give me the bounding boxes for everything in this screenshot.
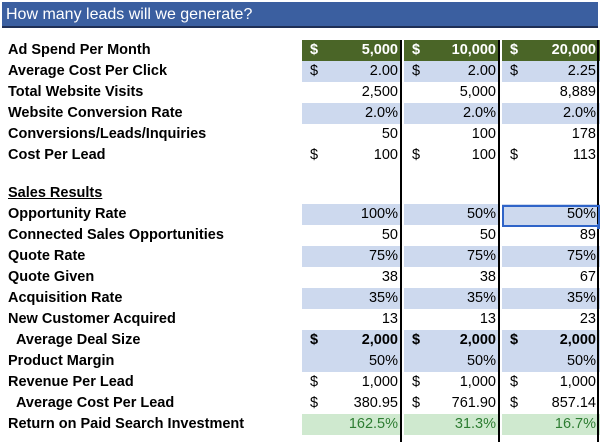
row-roi[interactable]: Return on Paid Search Investment 162.5% … bbox=[2, 414, 600, 435]
cell[interactable]: 89 bbox=[579, 227, 596, 243]
row-label: Acquisition Rate bbox=[8, 290, 123, 306]
row-quote-rate[interactable]: Quote Rate 75% 75% 75% bbox=[2, 246, 600, 267]
cell[interactable]: 35% bbox=[502, 288, 600, 309]
cell[interactable]: 13 bbox=[381, 311, 398, 327]
cell[interactable]: 178 bbox=[571, 126, 596, 142]
row-conversions[interactable]: Conversions/Leads/Inquiries 50 100 178 bbox=[2, 124, 600, 145]
row-label: Quote Given bbox=[8, 269, 95, 285]
cell[interactable]: $380.95 bbox=[310, 395, 398, 411]
cell[interactable]: 2.0% bbox=[302, 103, 402, 124]
column-divider bbox=[498, 40, 500, 442]
cell[interactable]: 50% bbox=[502, 351, 600, 372]
row-label: Ad Spend Per Month bbox=[8, 42, 151, 58]
row-quote-given[interactable]: Quote Given 38 38 67 bbox=[2, 267, 600, 288]
row-sales-results-heading: Sales Results bbox=[2, 183, 600, 204]
cell[interactable]: $2,000 bbox=[302, 330, 402, 351]
row-label: Average Cost Per Lead bbox=[16, 395, 175, 411]
cell[interactable]: 50 bbox=[479, 227, 496, 243]
cell[interactable]: 50 bbox=[381, 126, 398, 142]
row-total-visits[interactable]: Total Website Visits 2,500 5,000 8,889 bbox=[2, 82, 600, 103]
row-label: Average Cost Per Click bbox=[8, 63, 168, 79]
cell[interactable]: $2.00 bbox=[302, 61, 402, 82]
row-opportunity-rate[interactable]: Opportunity Rate 100% 50% 50% bbox=[2, 204, 600, 225]
cell[interactable]: $1,000 bbox=[412, 374, 496, 390]
cell[interactable]: 8,889 bbox=[559, 84, 596, 100]
row-revenue-per-lead[interactable]: Revenue Per Lead $1,000 $1,000 $1,000 bbox=[2, 372, 600, 393]
cell[interactable]: 5,000 bbox=[459, 84, 496, 100]
row-new-customers[interactable]: New Customer Acquired 13 13 23 bbox=[2, 309, 600, 330]
row-avg-cost-per-lead[interactable]: Average Cost Per Lead $380.95 $761.90 $8… bbox=[2, 393, 600, 414]
row-cost-per-lead[interactable]: Cost Per Lead $100 $100 $113 bbox=[2, 145, 600, 166]
cell[interactable]: $2,000 bbox=[404, 330, 500, 351]
row-connected-opportunities[interactable]: Connected Sales Opportunities 50 50 89 bbox=[2, 225, 600, 246]
cell[interactable]: 50% bbox=[302, 351, 402, 372]
row-label: Average Deal Size bbox=[16, 332, 141, 348]
cell[interactable]: 2.0% bbox=[502, 103, 600, 124]
cell[interactable]: 50 bbox=[381, 227, 398, 243]
row-label: Website Conversion Rate bbox=[8, 105, 183, 121]
row-avg-deal-size[interactable]: Average Deal Size $2,000 $2,000 $2,000 bbox=[2, 330, 600, 351]
cell[interactable]: 38 bbox=[479, 269, 496, 285]
cell[interactable]: $10,000 bbox=[404, 40, 500, 61]
cell[interactable]: 75% bbox=[502, 246, 600, 267]
row-ad-spend[interactable]: Ad Spend Per Month $5,000 $10,000 $20,00… bbox=[2, 40, 600, 61]
cell[interactable]: $857.14 bbox=[510, 395, 596, 411]
cell[interactable]: 13 bbox=[479, 311, 496, 327]
cell[interactable]: $100 bbox=[310, 147, 398, 163]
row-acquisition-rate[interactable]: Acquisition Rate 35% 35% 35% bbox=[2, 288, 600, 309]
cell[interactable]: 162.5% bbox=[302, 414, 402, 435]
row-label: Conversions/Leads/Inquiries bbox=[8, 126, 207, 142]
cell[interactable]: 50% bbox=[502, 204, 600, 225]
row-label: Product Margin bbox=[8, 353, 115, 369]
cell[interactable]: 23 bbox=[579, 311, 596, 327]
cell[interactable]: $20,000 bbox=[502, 40, 600, 61]
cell[interactable]: 75% bbox=[302, 246, 402, 267]
row-label: Quote Rate bbox=[8, 248, 86, 264]
cell[interactable]: $1,000 bbox=[310, 374, 398, 390]
cell[interactable]: 100 bbox=[471, 126, 496, 142]
row-label: Cost Per Lead bbox=[8, 147, 106, 163]
cell[interactable]: $1,000 bbox=[510, 374, 596, 390]
row-label: Revenue Per Lead bbox=[8, 374, 134, 390]
cell[interactable]: 75% bbox=[404, 246, 500, 267]
row-label: Opportunity Rate bbox=[8, 206, 127, 222]
row-label: Total Website Visits bbox=[8, 84, 144, 100]
cell[interactable]: 50% bbox=[404, 204, 500, 225]
row-conversion-rate[interactable]: Website Conversion Rate 2.0% 2.0% 2.0% bbox=[2, 103, 600, 124]
cell[interactable]: 38 bbox=[381, 269, 398, 285]
fill-handle[interactable] bbox=[597, 224, 600, 229]
cell[interactable]: 2.0% bbox=[404, 103, 500, 124]
cell[interactable]: 31.3% bbox=[404, 414, 500, 435]
row-product-margin[interactable]: Product Margin 50% 50% 50% bbox=[2, 351, 600, 372]
cell[interactable]: $2.25 bbox=[502, 61, 600, 82]
cell[interactable]: 50% bbox=[404, 351, 500, 372]
cell-selection[interactable] bbox=[502, 205, 600, 229]
cell[interactable]: $5,000 bbox=[302, 40, 402, 61]
cell[interactable]: 67 bbox=[579, 269, 596, 285]
row-label: Return on Paid Search Investment bbox=[8, 416, 245, 432]
cell[interactable]: 35% bbox=[404, 288, 500, 309]
cell[interactable]: $2.00 bbox=[404, 61, 500, 82]
row-avg-cpc[interactable]: Average Cost Per Click $2.00 $2.00 $2.25 bbox=[2, 61, 600, 82]
cell[interactable]: 35% bbox=[302, 288, 402, 309]
row-label: New Customer Acquired bbox=[8, 311, 176, 327]
row-label: Connected Sales Opportunities bbox=[8, 227, 224, 243]
cell[interactable]: $761.90 bbox=[412, 395, 496, 411]
cell[interactable]: 100% bbox=[302, 204, 402, 225]
cell[interactable]: 16.7% bbox=[502, 414, 600, 435]
cell[interactable]: $2,000 bbox=[502, 330, 600, 351]
column-divider bbox=[400, 40, 402, 442]
column-divider bbox=[597, 40, 599, 442]
cell[interactable]: $100 bbox=[412, 147, 496, 163]
cell[interactable]: $113 bbox=[510, 147, 596, 163]
sheet-title: How many leads will we generate? bbox=[2, 2, 598, 28]
section-heading: Sales Results bbox=[8, 185, 103, 201]
cell[interactable]: 2,500 bbox=[361, 84, 398, 100]
